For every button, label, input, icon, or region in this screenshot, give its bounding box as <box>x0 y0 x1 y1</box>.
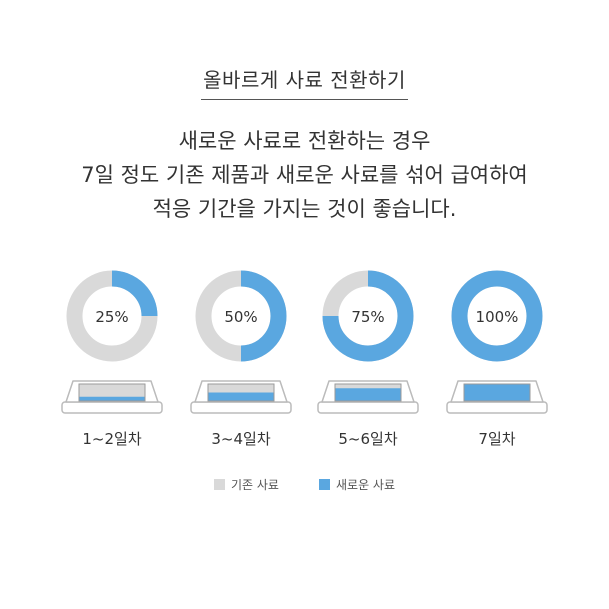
bowl-base <box>446 401 548 414</box>
legend-label-new: 새로운 사료 <box>335 478 395 492</box>
day-group-2: 50% 3~4일차 <box>190 270 292 448</box>
legend-item-old: 기존 사료 <box>214 476 279 493</box>
description: 새로운 사료로 전환하는 경우 7일 정도 기존 제품과 새로운 사료를 섞어 … <box>0 124 609 226</box>
bowl-new-fill <box>335 388 401 401</box>
bowl-new-fill <box>208 392 274 401</box>
day-label: 1~2일차 <box>82 430 141 448</box>
bowl-inner-outline <box>334 383 402 402</box>
page-title: 올바르게 사료 전환하기 <box>201 64 408 100</box>
bowl-base <box>190 401 292 414</box>
bowl-inner-outline <box>78 383 146 402</box>
bowl-inner-outline <box>463 383 531 402</box>
bowl-base <box>317 401 419 414</box>
donut-new-slice <box>451 270 543 362</box>
legend: 기존 사료 새로운 사료 <box>0 476 609 493</box>
day-label: 5~6일차 <box>338 430 397 448</box>
bowl-inner-outline <box>207 383 275 402</box>
donut-percent-label: 100% <box>476 308 519 326</box>
day-label: 7일차 <box>478 430 515 448</box>
donut-new-slice <box>322 270 414 362</box>
description-line-1: 새로운 사료로 전환하는 경우 <box>178 129 431 153</box>
donut-new-slice <box>111 270 158 317</box>
bowl-new-fill <box>464 384 530 401</box>
bowl-new-fill <box>79 396 145 401</box>
description-line-3: 적응 기간을 가지는 것이 좋습니다. <box>152 197 457 221</box>
day-label: 3~4일차 <box>211 430 270 448</box>
donut-percent-label: 25% <box>95 308 128 326</box>
day-group-1: 25% 1~2일차 <box>61 270 163 448</box>
description-line-2: 7일 정도 기존 제품과 새로운 사료를 섞어 급여하여 <box>81 163 528 187</box>
bowl-base <box>61 401 163 414</box>
donut-percent-label: 75% <box>351 308 384 326</box>
legend-item-new: 새로운 사료 <box>318 476 395 493</box>
donut-new-slice <box>240 270 287 362</box>
title-wrap: 올바르게 사료 전환하기 <box>0 64 609 100</box>
legend-label-old: 기존 사료 <box>231 478 279 492</box>
day-group-3: 75% 5~6일차 <box>317 270 419 448</box>
legend-swatch-old <box>214 479 225 490</box>
day-group-4: 100% 7일차 <box>446 270 548 448</box>
legend-swatch-new <box>318 479 330 490</box>
donut-percent-label: 50% <box>224 308 257 326</box>
transition-chart: 25% 1~2일차 50% 3~4일차 75% 5~6일차 100% 7일차 <box>61 270 548 448</box>
